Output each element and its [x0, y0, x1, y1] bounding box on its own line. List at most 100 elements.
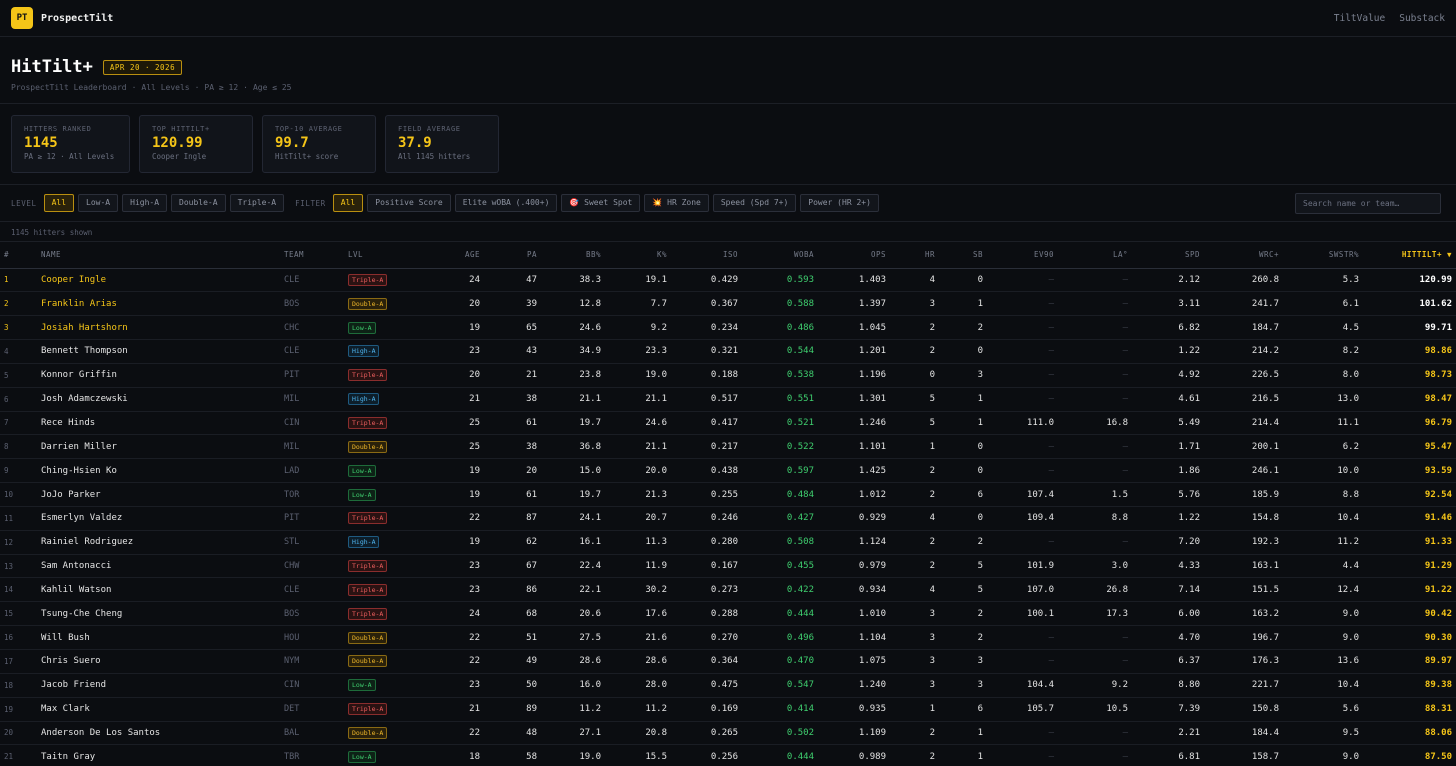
- app-name[interactable]: ProspectTilt: [41, 12, 114, 24]
- table-row[interactable]: 5 Konnor Griffin PIT Triple-A 20 21 23.8 19.0 0.…: [0, 363, 1456, 388]
- table-row[interactable]: 6 Josh Adamczewski MIL High-A 21 38 21.1 21.1 0.…: [0, 387, 1456, 412]
- table-row[interactable]: 8 Darrien Miller MIL Double-A 25 38 36.8 21.1 0.…: [0, 434, 1456, 460]
- column-header-18[interactable]: HITTILT+ ▼: [1363, 242, 1456, 269]
- table-row[interactable]: 19 Max Clark DET Triple-A 21 89 11.2 11.2 0.169 0…: [0, 697, 1456, 722]
- column-header-16[interactable]: WRC+: [1204, 242, 1283, 269]
- level-chip-all[interactable]: All: [43, 194, 75, 212]
- stat-cell: 184.7: [1204, 315, 1283, 341]
- table-row[interactable]: 7 Rece Hinds CIN Triple-A 25 61 19.7 24.6 0.417 0…: [0, 411, 1456, 436]
- table-row[interactable]: 17 Chris Suero NYM Double-A 22 49 28.6 28.6 0.36…: [0, 649, 1456, 674]
- table-row[interactable]: 4 Bennett Thompson CLE High-A 23 43 34.9 23.3 0.…: [0, 339, 1456, 364]
- level-chip-low-a[interactable]: Low-A: [78, 194, 119, 212]
- player-name[interactable]: Josiah Hartshorn: [37, 315, 280, 341]
- subtitle-sep: ·: [131, 83, 137, 92]
- player-name[interactable]: Jacob Friend: [37, 673, 280, 698]
- stat-cell: 25: [400, 434, 484, 460]
- team-cell: DET: [280, 697, 344, 722]
- search-input[interactable]: [1295, 193, 1441, 214]
- stat-cell: 1.22: [1132, 506, 1204, 531]
- stat-cell: 4.33: [1132, 554, 1204, 579]
- table-header-row: # NAME TEAM LVL AGE PA BB% K% ISO WOBA OPS HR SB EV90…: [0, 242, 1456, 269]
- filter-chip-sweet-spot[interactable]: 🎯 Sweet Spot: [561, 194, 641, 212]
- filter-chip-hr-zone[interactable]: 💥 HR Zone: [644, 194, 709, 212]
- column-header-13[interactable]: EV90: [987, 242, 1058, 269]
- table-row[interactable]: 14 Kahlil Watson CLE Triple-A 23 86 22.1 30.2 0.…: [0, 577, 1456, 603]
- table-row[interactable]: 13 Sam Antonacci CHW Triple-A 23 67 22.4 11.9 0.…: [0, 554, 1456, 579]
- table-row[interactable]: 2 Franklin Arias BOS Double-A 20 39 12.8 7.7 0.3…: [0, 291, 1456, 317]
- player-name[interactable]: Darrien Miller: [37, 434, 280, 460]
- stat-cell: 0: [939, 339, 987, 364]
- nav-link-tiltvalue[interactable]: TiltValue: [1333, 12, 1386, 24]
- nav-link-substack[interactable]: Substack: [1399, 12, 1445, 24]
- column-header-4[interactable]: AGE: [400, 242, 484, 269]
- player-name[interactable]: Josh Adamczewski: [37, 387, 280, 412]
- player-name[interactable]: Sam Antonacci: [37, 554, 280, 579]
- level-chip-double-a[interactable]: Double-A: [171, 194, 226, 212]
- table-row[interactable]: 3 Josiah Hartshorn CHC Low-A 19 65 24.6 9.2 0.23…: [0, 315, 1456, 341]
- stat-cell: 3: [939, 649, 987, 674]
- filter-chip-elite-woba[interactable]: Elite wOBA (.400+): [454, 194, 558, 212]
- column-header-8[interactable]: ISO: [671, 242, 742, 269]
- stat-cell: 22.1: [541, 577, 605, 603]
- player-name[interactable]: Will Bush: [37, 625, 280, 650]
- player-name[interactable]: Franklin Arias: [37, 291, 280, 317]
- column-header-12[interactable]: SB: [939, 242, 987, 269]
- player-name[interactable]: Tsung-Che Cheng: [37, 601, 280, 627]
- column-header-10[interactable]: OPS: [818, 242, 890, 269]
- column-header-14[interactable]: LA°: [1058, 242, 1132, 269]
- player-name[interactable]: Chris Suero: [37, 649, 280, 674]
- player-name[interactable]: Taitn Gray: [37, 744, 280, 766]
- player-name[interactable]: Rece Hinds: [37, 411, 280, 436]
- column-header-6[interactable]: BB%: [541, 242, 605, 269]
- stat-cell: 0: [939, 506, 987, 531]
- table-row[interactable]: 20 Anderson De Los Santos BAL Double-A 22 48 2…: [0, 721, 1456, 746]
- player-name[interactable]: Kahlil Watson: [37, 577, 280, 603]
- woba-cell: 0.551: [742, 387, 818, 412]
- stat-cell: 6.82: [1132, 315, 1204, 341]
- player-name[interactable]: Ching-Hsien Ko: [37, 458, 280, 484]
- column-header-5[interactable]: PA: [484, 242, 541, 269]
- stat-cell: 150.8: [1204, 697, 1283, 722]
- stat-cell: 2.21: [1132, 721, 1204, 746]
- app-logo[interactable]: PT: [11, 7, 33, 29]
- stat-cell: 1.101: [818, 434, 890, 460]
- table-row[interactable]: 18 Jacob Friend CIN Low-A 23 50 16.0 28.0 0.475 0…: [0, 673, 1456, 698]
- table-row[interactable]: 1 Cooper Ingle CLE Triple-A 24 47 38.3 19.1 0.42…: [0, 268, 1456, 293]
- player-name[interactable]: Esmerlyn Valdez: [37, 506, 280, 531]
- column-header-11[interactable]: HR: [890, 242, 939, 269]
- column-header-2[interactable]: TEAM: [280, 242, 344, 269]
- table-row[interactable]: 12 Rainiel Rodriguez STL High-A 19 62 16.1 11.3…: [0, 530, 1456, 555]
- filter-chip-all[interactable]: All: [332, 194, 364, 212]
- table-row[interactable]: 10 JoJo Parker TOR Low-A 19 61 19.7 21.3 0.255 0.…: [0, 482, 1456, 507]
- player-name[interactable]: JoJo Parker: [37, 482, 280, 507]
- brand[interactable]: PT ProspectTilt: [11, 7, 113, 29]
- table-row[interactable]: 21 Taitn Gray TBR Low-A 18 58 19.0 15.5 0.256 0.4…: [0, 744, 1456, 766]
- column-header-3[interactable]: LVL: [344, 242, 400, 269]
- column-header-9[interactable]: WOBA: [742, 242, 818, 269]
- table-row[interactable]: 9 Ching-Hsien Ko LAD Low-A 19 20 15.0 20.0 0.438…: [0, 458, 1456, 484]
- stat-cell: 0.934: [818, 577, 890, 603]
- rank-cell: 3: [0, 315, 37, 341]
- player-name[interactable]: Anderson De Los Santos: [37, 721, 280, 746]
- column-header-0[interactable]: #: [0, 242, 37, 269]
- player-name[interactable]: Bennett Thompson: [37, 339, 280, 364]
- player-name[interactable]: Konnor Griffin: [37, 363, 280, 388]
- table-row[interactable]: 16 Will Bush HOU Double-A 22 51 27.5 21.6 0.270 0…: [0, 625, 1456, 650]
- player-name[interactable]: Max Clark: [37, 697, 280, 722]
- level-chip-high-a[interactable]: High-A: [122, 194, 168, 212]
- filter-chip-positive-score[interactable]: Positive Score: [367, 194, 451, 212]
- column-header-1[interactable]: NAME: [37, 242, 280, 269]
- player-name[interactable]: Cooper Ingle: [37, 268, 280, 293]
- column-header-7[interactable]: K%: [605, 242, 671, 269]
- table-row[interactable]: 15 Tsung-Che Cheng BOS Triple-A 24 68 20.6 17.6…: [0, 601, 1456, 627]
- level-chip-triple-a[interactable]: Triple-A: [229, 194, 285, 212]
- stat-cell: 24: [400, 268, 484, 293]
- column-header-15[interactable]: SPD: [1132, 242, 1204, 269]
- filter-chip-speed[interactable]: Speed (Spd 7+): [712, 194, 797, 212]
- stat-cell: 1: [890, 697, 939, 722]
- column-header-17[interactable]: SWSTR%: [1283, 242, 1363, 269]
- stat-cell: 184.4: [1204, 721, 1283, 746]
- filter-chip-power[interactable]: Power (HR 2+): [800, 194, 879, 212]
- player-name[interactable]: Rainiel Rodriguez: [37, 530, 280, 555]
- table-row[interactable]: 11 Esmerlyn Valdez PIT Triple-A 22 87 24.1 20.7…: [0, 506, 1456, 531]
